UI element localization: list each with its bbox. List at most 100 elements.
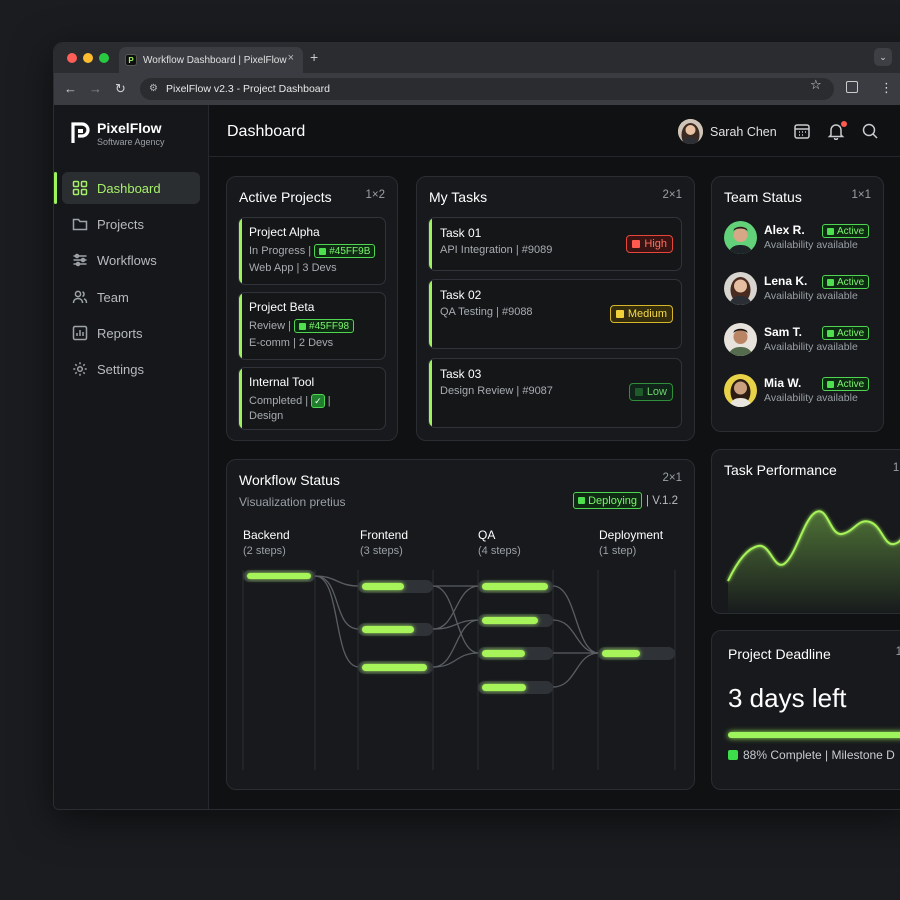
member-name: Alex R. <box>764 223 805 237</box>
project-status: Completed | ✓ | <box>249 394 331 408</box>
status-square-icon <box>578 497 586 504</box>
sidebar-item-team[interactable]: Team <box>62 281 200 313</box>
task-name: Task 03 <box>440 367 482 381</box>
column-title-frontend: Frontend <box>360 528 409 542</box>
new-tab-icon[interactable]: + <box>310 49 319 65</box>
url-field[interactable]: ⚙ PixelFlow v2.3 - Project Dashboard <box>140 78 834 100</box>
card-size-label: 2×1 <box>662 472 682 484</box>
gear-icon <box>73 362 87 376</box>
tab-bar: P Workflow Dashboard | PixelFlow × + ⌄ <box>54 43 900 73</box>
browser-menu-icon[interactable]: ⋮ <box>880 80 893 95</box>
extensions-icon[interactable] <box>846 81 858 93</box>
performance-area <box>728 511 900 615</box>
status-label: Active <box>837 276 865 288</box>
project-item-alpha[interactable]: Project Alpha In Progress | #45FF9B Web … <box>238 217 386 285</box>
sidebar-item-workflows[interactable]: Workflows <box>62 244 200 276</box>
status-square-icon <box>827 329 834 337</box>
status-label: Active <box>837 327 865 339</box>
sliders-icon <box>73 253 87 267</box>
forward-icon[interactable]: → <box>89 81 102 96</box>
favicon-icon: P <box>125 54 137 66</box>
active-indicator <box>54 172 57 204</box>
project-status: In Progress | #45FF9B <box>249 244 376 258</box>
task-item-03[interactable]: Task 03 Design Review | #9087 Low <box>428 358 682 428</box>
performance-line-chart <box>727 510 900 615</box>
card-title: Active Projects <box>239 189 332 205</box>
deadline-status: 88% Complete | Milestone D <box>728 748 895 762</box>
team-member-alex[interactable]: Alex R. Active Availability available <box>724 221 874 257</box>
member-name: Mia W. <box>764 376 802 390</box>
folder-icon <box>72 218 88 231</box>
site-info-icon[interactable]: ⚙ <box>149 83 158 94</box>
status-badge: Active <box>822 275 870 289</box>
team-member-lena[interactable]: Lena K. Active Availability available <box>724 272 874 308</box>
status-label: Active <box>837 225 865 237</box>
maximize-window-button[interactable] <box>99 53 109 63</box>
notification-bell-icon[interactable] <box>827 122 845 140</box>
user-avatar[interactable] <box>678 119 703 144</box>
column-title-deployment: Deployment <box>599 528 664 542</box>
sidebar-item-reports[interactable]: Reports <box>62 317 200 349</box>
back-icon[interactable]: ← <box>64 81 77 96</box>
workflow-status-card: Workflow Status 2×1 Visualization pretiu… <box>226 459 695 790</box>
chip-square-icon <box>319 247 327 255</box>
team-member-sam[interactable]: Sam T. Active Availability available <box>724 323 874 359</box>
task-subtitle: Design Review | #9087 <box>440 385 553 397</box>
card-title: My Tasks <box>429 189 488 205</box>
sidebar-item-settings[interactable]: Settings <box>62 353 200 385</box>
grid-icon <box>72 180 88 196</box>
browser-tab[interactable]: P Workflow Dashboard | PixelFlow × <box>119 47 303 73</box>
sidebar-item-label: Workflows <box>97 252 157 268</box>
member-availability: Availability available <box>764 341 858 353</box>
close-tab-icon[interactable]: × <box>287 52 294 64</box>
column-sub-qa: (4 steps) <box>478 545 521 557</box>
task-subtitle: QA Testing | #9088 <box>440 306 533 318</box>
sidebar-item-projects[interactable]: Projects <box>62 208 200 240</box>
task-name: Task 01 <box>440 226 482 240</box>
project-item-internal-tool[interactable]: Internal Tool Completed | ✓ | Design <box>238 367 386 430</box>
pixelflow-logo-icon <box>71 122 90 143</box>
task-item-01[interactable]: Task 01 API Integration | #9089 High <box>428 217 682 271</box>
project-name: Internal Tool <box>249 375 315 389</box>
tab-menu-icon[interactable]: ⌄ <box>874 48 892 66</box>
minimize-window-button[interactable] <box>83 53 93 63</box>
project-detail: Design <box>249 410 284 422</box>
card-size-label: 1×1 <box>851 189 871 201</box>
active-projects-card: Active Projects 1×2 Project Alpha In Pro… <box>226 176 398 441</box>
project-detail: E-comm | 2 Devs <box>249 337 334 349</box>
bookmark-star-icon[interactable]: ☆ <box>810 77 822 92</box>
calendar-icon[interactable] <box>793 122 811 140</box>
column-title-qa: QA <box>478 528 496 542</box>
reload-icon[interactable]: ↻ <box>115 81 126 96</box>
avatar <box>724 323 757 356</box>
task-item-02[interactable]: Task 02 QA Testing | #9088 Medium <box>428 279 682 349</box>
project-name: Project Beta <box>249 300 315 314</box>
status-square-icon <box>827 278 834 286</box>
close-window-button[interactable] <box>67 53 77 63</box>
main-content: Dashboard Sarah Chen Active Projects 1×2… <box>209 105 900 809</box>
column-sub-deployment: (1 step) <box>599 545 637 557</box>
project-status-text: In Progress | <box>249 244 312 257</box>
priority-badge-low: Low <box>628 383 673 401</box>
notification-dot <box>841 121 847 127</box>
sidebar-item-label: Dashboard <box>97 180 161 196</box>
status-badge: Active <box>822 377 870 391</box>
team-member-mia[interactable]: Mia W. Active Availability available <box>724 374 874 410</box>
user-name[interactable]: Sarah Chen <box>710 125 777 139</box>
chip-square-icon <box>299 322 307 330</box>
address-bar: ← → ↻ ⚙ PixelFlow v2.3 - Project Dashboa… <box>54 73 900 105</box>
header: Dashboard Sarah Chen <box>209 105 900 157</box>
deploying-label: Deploying <box>588 494 638 507</box>
project-item-beta[interactable]: Project Beta Review | #45FF98 E-comm | 2… <box>238 292 386 360</box>
checkmark-icon: ✓ <box>311 394 325 408</box>
deadline-progress-track <box>728 732 900 738</box>
page-title: Dashboard <box>227 123 306 140</box>
project-chip: #45FF9B <box>314 244 376 258</box>
sidebar-item-dashboard[interactable]: Dashboard <box>62 172 200 204</box>
sidebar-item-label: Settings <box>97 361 144 377</box>
search-icon[interactable] <box>861 122 879 140</box>
priority-label: High <box>644 238 667 250</box>
team-status-card: Team Status 1×1 Alex R. Active Availabil… <box>711 176 884 432</box>
my-tasks-card: My Tasks 2×1 Task 01 API Integration | #… <box>416 176 695 441</box>
member-name: Sam T. <box>764 325 803 339</box>
